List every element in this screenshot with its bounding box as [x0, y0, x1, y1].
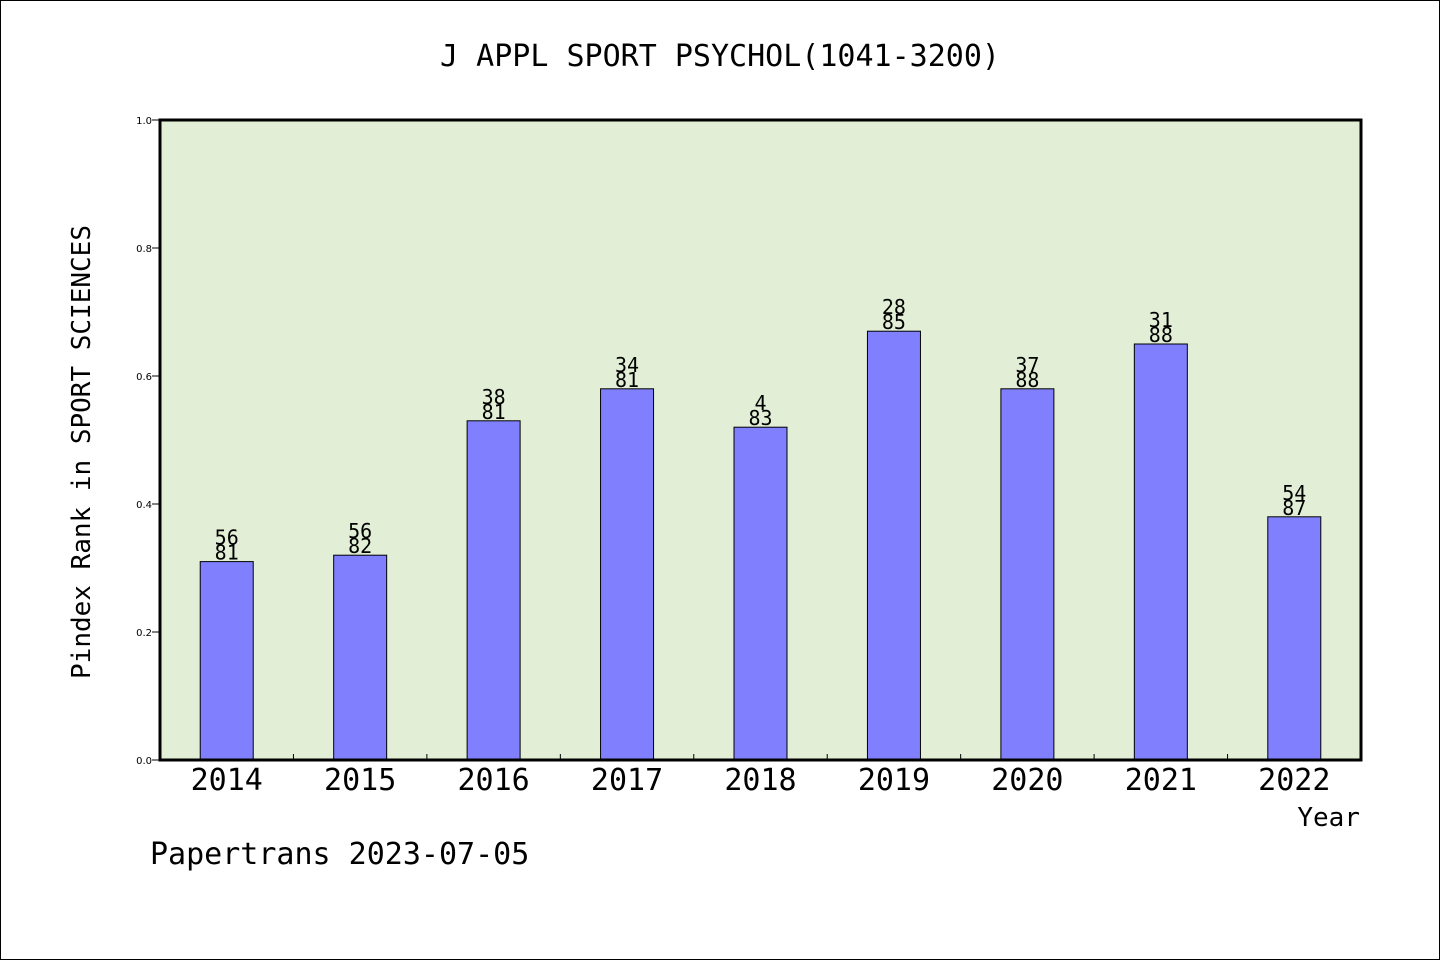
bars-group — [199, 330, 1322, 761]
x-tick-label: 2015 — [324, 763, 396, 798]
x-axis-label: Year — [1297, 803, 1360, 833]
bar-2017 — [600, 388, 655, 761]
x-tick-label: 2017 — [591, 763, 663, 798]
x-tick-label: 2019 — [858, 763, 930, 798]
bar-2019 — [866, 330, 921, 761]
bar-label-bottom: 82 — [348, 534, 372, 558]
bar-label-bottom: 88 — [1149, 323, 1173, 347]
plot-border — [158, 118, 1363, 762]
footer-credit: Papertrans 2023-07-05 — [150, 837, 529, 872]
bar-2015 — [333, 554, 388, 761]
bar-label-bottom: 83 — [748, 406, 772, 430]
bar-2016 — [466, 420, 521, 761]
chart-title: J APPL SPORT PSYCHOL(1041-3200) — [440, 39, 1000, 74]
bar-label-top: 38 — [482, 385, 506, 409]
y-tick-label: 0.2 — [136, 628, 152, 639]
y-tick-label: 0.6 — [136, 372, 152, 383]
bar-label-bottom: 81 — [615, 368, 639, 392]
bar-2021 — [1133, 343, 1188, 761]
bar-2020 — [1000, 388, 1055, 761]
bar-label-top: 56 — [215, 526, 239, 550]
x-tick-label: 2016 — [457, 763, 529, 798]
bar-2014 — [199, 561, 254, 761]
bar-label-top: 34 — [615, 353, 639, 377]
y-tick-label: 0.4 — [136, 500, 152, 511]
bar-label-top: 37 — [1015, 353, 1039, 377]
bar-label-top: 31 — [1149, 308, 1173, 332]
y-tick-label: 0.0 — [136, 756, 152, 767]
y-tick-label: 1.0 — [136, 116, 152, 127]
x-tick-label: 2021 — [1125, 763, 1197, 798]
x-tick-label: 2018 — [724, 763, 796, 798]
x-tick-labels: 2014 2015 2016 2017 2018 2019 2020 2021 2022 — [191, 763, 1331, 798]
bar-label-top: 56 — [348, 519, 372, 543]
y-axis-label: Pindex Rank in SPORT SCIENCES — [67, 225, 97, 679]
bar-label-bottom: 87 — [1282, 496, 1306, 520]
bar-label-bottom: 88 — [1015, 368, 1039, 392]
bar-label-top: 54 — [1282, 481, 1306, 505]
x-tick-label: 2022 — [1258, 763, 1330, 798]
bar-label-top: 4 — [754, 391, 766, 415]
x-tick-label: 2020 — [991, 763, 1063, 798]
x-tick-label: 2014 — [191, 763, 263, 798]
bar-label-bottom: 81 — [215, 541, 239, 565]
bar-2018 — [733, 426, 788, 761]
y-axis-ticks: 0.0 0.2 0.4 0.6 0.8 1.0 — [136, 116, 160, 767]
bar-2022 — [1267, 516, 1322, 761]
bar-label-bottom: 85 — [882, 310, 906, 334]
bar-label-bottom: 81 — [482, 400, 506, 424]
bar-label-top: 28 — [882, 295, 906, 319]
y-tick-label: 0.8 — [136, 244, 152, 255]
